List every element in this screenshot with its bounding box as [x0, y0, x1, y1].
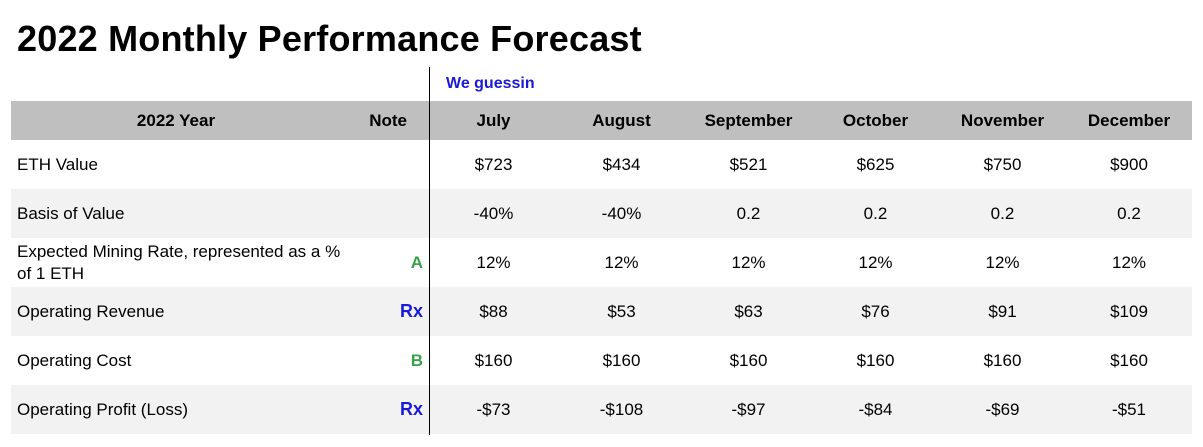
header-november: November: [939, 101, 1066, 140]
cell-value: -$73: [429, 385, 558, 434]
table-row-operating-revenue: Operating Revenue Rx $88 $53 $63 $76 $91…: [11, 287, 1192, 336]
row-label: Operating Revenue: [11, 287, 341, 336]
cell-value: -$108: [558, 385, 685, 434]
column-divider: [429, 67, 430, 435]
table-row-operating-cost: Operating Cost B $160 $160 $160 $160 $16…: [11, 336, 1192, 385]
cell-value: 0.2: [812, 189, 939, 238]
row-note: [341, 189, 429, 238]
page-title: 2022 Monthly Performance Forecast: [17, 18, 642, 59]
cell-value: $160: [729, 350, 768, 370]
cell-value: $723: [474, 154, 513, 174]
cell-value: $63: [685, 287, 812, 336]
cell-value: $625: [856, 154, 895, 174]
cell-value: $160: [602, 350, 641, 370]
cell-value: 0.2: [1066, 189, 1192, 238]
cell-value: -$84: [812, 385, 939, 434]
cell-value: 12%: [604, 252, 639, 272]
cell-value: $53: [558, 287, 685, 336]
cell-value: 12%: [731, 252, 766, 272]
cell-value: -$97: [685, 385, 812, 434]
table-row-eth-value: ETH Value $723 $434 $521 $625 $750 $900: [11, 140, 1192, 189]
row-note: Rx: [341, 385, 429, 434]
cell-value: -40%: [429, 189, 558, 238]
cell-value: $160: [474, 350, 513, 370]
forecast-table: 2022 Year Note July August September Oct…: [11, 101, 1192, 434]
row-note: B: [410, 350, 423, 370]
cell-value: -40%: [558, 189, 685, 238]
cell-value: $160: [856, 350, 895, 370]
cell-value: 12%: [985, 252, 1020, 272]
table-row-basis-of-value: Basis of Value -40% -40% 0.2 0.2 0.2 0.2: [11, 189, 1192, 238]
table-header-row: 2022 Year Note July August September Oct…: [11, 101, 1192, 140]
header-august: August: [558, 101, 685, 140]
cell-value: $91: [939, 287, 1066, 336]
row-label: Operating Cost: [17, 350, 132, 370]
cell-value: $160: [1110, 350, 1148, 370]
forecast-subtitle: We guessin: [446, 75, 535, 92]
table-row-operating-profit: Operating Profit (Loss) Rx -$73 -$108 -$…: [11, 385, 1192, 434]
header-year: 2022 Year: [11, 101, 341, 140]
cell-value: $109: [1066, 287, 1192, 336]
header-october: October: [812, 101, 939, 140]
cell-value: $76: [812, 287, 939, 336]
cell-value: $434: [602, 154, 641, 174]
header-december: December: [1066, 101, 1192, 140]
header-july: July: [429, 101, 558, 140]
row-note: Rx: [341, 287, 429, 336]
cell-value: $521: [729, 154, 768, 174]
row-label: Basis of Value: [11, 189, 341, 238]
cell-value: 12%: [858, 252, 893, 272]
header-september: September: [685, 101, 812, 140]
row-note: [341, 140, 429, 189]
cell-value: $900: [1110, 154, 1148, 174]
row-label: Expected Mining Rate, represented as a %…: [17, 241, 341, 283]
cell-value: 0.2: [685, 189, 812, 238]
cell-value: -$51: [1066, 385, 1192, 434]
table-row-mining-rate: Expected Mining Rate, represented as a %…: [11, 238, 1192, 287]
cell-value: 0.2: [939, 189, 1066, 238]
cell-value: $88: [429, 287, 558, 336]
cell-value: $160: [983, 350, 1022, 370]
cell-value: -$69: [939, 385, 1066, 434]
row-label: ETH Value: [17, 154, 98, 174]
cell-value: 12%: [1111, 252, 1147, 272]
cell-value: $750: [983, 154, 1022, 174]
row-label: Operating Profit (Loss): [11, 385, 341, 434]
header-note: Note: [341, 101, 429, 140]
cell-value: 12%: [476, 252, 511, 272]
row-note: A: [410, 252, 423, 272]
